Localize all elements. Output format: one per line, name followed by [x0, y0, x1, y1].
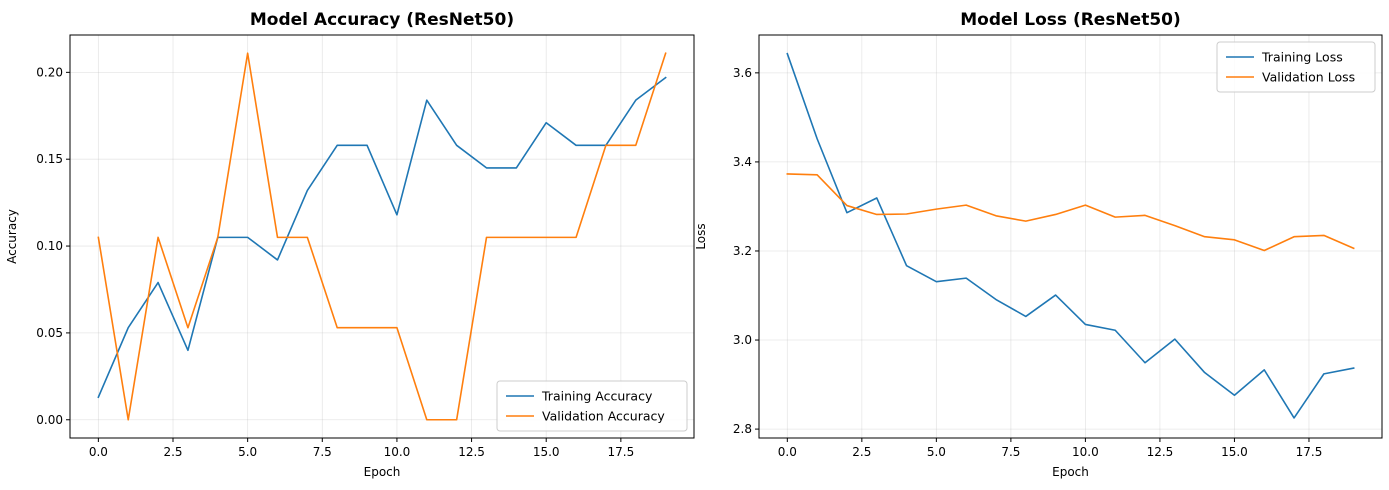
- loss-legend-box: [1216, 41, 1376, 93]
- accuracy-ytick-label-2: 0.10: [36, 239, 63, 253]
- accuracy-xtick-label-5: 12.5: [458, 445, 485, 459]
- loss-ytick-label-2: 3.2: [733, 244, 752, 258]
- accuracy-legend-label-validation: Validation Accuracy: [542, 409, 665, 424]
- accuracy-xtick-label-2: 5.0: [238, 445, 257, 459]
- loss-ytick-label-1: 3.0: [733, 333, 752, 347]
- accuracy-legend-label-training: Training Accuracy: [541, 389, 653, 404]
- accuracy-xtick-label-0: 0.0: [89, 445, 108, 459]
- accuracy-legend-box: [496, 380, 688, 432]
- loss-xtick-label-6: 15.0: [1221, 445, 1248, 459]
- accuracy-ytick-label-1: 0.05: [36, 326, 63, 340]
- loss-legend: Training Loss Validation Loss: [1216, 41, 1376, 93]
- loss-x-axis-label: Epoch: [1052, 465, 1089, 479]
- loss-legend-label-validation: Validation Loss: [1262, 70, 1355, 85]
- accuracy-xtick-label-1: 2.5: [163, 445, 182, 459]
- loss-xtick-label-7: 17.5: [1296, 445, 1323, 459]
- loss-chart-title: Model Loss (ResNet50): [960, 10, 1181, 30]
- accuracy-series-validation-line: [97, 52, 667, 421]
- loss-plot-frame: [758, 34, 1383, 439]
- loss-ytick-label-4: 3.6: [733, 66, 752, 80]
- loss-xtick-label-2: 5.0: [927, 445, 946, 459]
- loss-series-validation-line: [786, 173, 1355, 252]
- accuracy-legend: Training Accuracy Validation Accuracy: [496, 380, 688, 432]
- accuracy-ytick-label-3: 0.15: [36, 152, 63, 166]
- accuracy-xtick-label-7: 17.5: [607, 445, 634, 459]
- accuracy-series-training-line: [97, 76, 667, 399]
- accuracy-chart-title: Model Accuracy (ResNet50): [250, 10, 514, 30]
- accuracy-xtick-label-3: 7.5: [313, 445, 332, 459]
- accuracy-plot-frame: [69, 34, 695, 439]
- loss-xtick-label-3: 7.5: [1001, 445, 1020, 459]
- accuracy-ytick-label-4: 0.20: [36, 65, 63, 79]
- accuracy-ytick-label-0: 0.00: [36, 413, 63, 427]
- loss-xtick-label-1: 2.5: [852, 445, 871, 459]
- loss-legend-label-training: Training Loss: [1261, 50, 1343, 65]
- loss-xtick-label-4: 10.0: [1072, 445, 1099, 459]
- accuracy-y-axis-label: Accuracy: [5, 209, 19, 264]
- loss-ytick-label-3: 3.4: [733, 155, 752, 169]
- accuracy-xtick-label-6: 15.0: [533, 445, 560, 459]
- accuracy-chart: 0.0 2.5 5.0 7.5 10.0 12.5 15.0 17.5 0.00 0.05 0.10…: [5, 10, 695, 479]
- loss-chart: 0.0 2.5 5.0 7.5 10.0 12.5 15.0 17.5 2.8 3.0 3.2 3.4…: [694, 10, 1383, 479]
- loss-y-axis-label: Loss: [694, 223, 708, 249]
- accuracy-xtick-label-4: 10.0: [384, 445, 411, 459]
- loss-xtick-label-5: 12.5: [1147, 445, 1174, 459]
- loss-xtick-label-0: 0.0: [778, 445, 797, 459]
- loss-series-training-line: [786, 52, 1355, 419]
- loss-ytick-label-0: 2.8: [733, 422, 752, 436]
- accuracy-x-axis-label: Epoch: [364, 465, 401, 479]
